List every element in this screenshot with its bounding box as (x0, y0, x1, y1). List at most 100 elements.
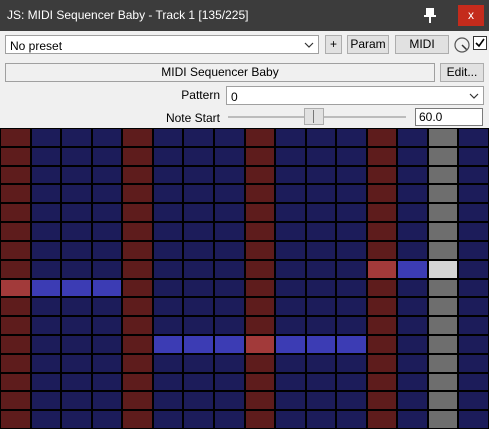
sequencer-step[interactable] (368, 336, 396, 353)
sequencer-step[interactable] (62, 148, 91, 165)
sequencer-step-active[interactable] (246, 336, 274, 353)
sequencer-step[interactable] (184, 317, 213, 334)
sequencer-step[interactable] (307, 148, 335, 165)
sequencer-step[interactable] (337, 204, 366, 221)
sequencer-step[interactable] (1, 129, 30, 146)
sequencer-step[interactable] (429, 374, 457, 390)
sequencer-step[interactable] (1, 261, 30, 278)
sequencer-step[interactable] (93, 148, 121, 165)
param-button[interactable]: Param (347, 35, 389, 54)
sequencer-step[interactable] (429, 336, 457, 353)
sequencer-step[interactable] (276, 129, 305, 146)
sequencer-step[interactable] (184, 411, 213, 428)
sequencer-step[interactable] (307, 355, 335, 372)
sequencer-step[interactable] (246, 167, 274, 183)
sequencer-step[interactable] (93, 223, 121, 240)
sequencer-step[interactable] (32, 129, 60, 146)
sequencer-step[interactable] (1, 223, 30, 240)
sequencer-step[interactable] (307, 298, 335, 315)
sequencer-step[interactable] (398, 411, 427, 428)
sequencer-step[interactable] (215, 148, 244, 165)
sequencer-step[interactable] (154, 242, 182, 259)
note-start-input[interactable]: 60.0 (415, 108, 483, 126)
sequencer-step[interactable] (276, 374, 305, 390)
sequencer-step[interactable] (246, 204, 274, 221)
sequencer-step[interactable] (368, 411, 396, 428)
sequencer-step[interactable] (337, 185, 366, 202)
sequencer-step[interactable] (1, 336, 30, 353)
sequencer-step[interactable] (429, 185, 457, 202)
sequencer-step[interactable] (93, 261, 121, 278)
sequencer-step[interactable] (32, 374, 60, 390)
sequencer-step[interactable] (307, 280, 335, 296)
sequencer-grid[interactable] (0, 128, 489, 429)
sequencer-step[interactable] (398, 185, 427, 202)
sequencer-step[interactable] (276, 298, 305, 315)
edit-button[interactable]: Edit... (440, 63, 484, 82)
sequencer-step[interactable] (62, 261, 91, 278)
sequencer-step[interactable] (1, 298, 30, 315)
sequencer-step[interactable] (154, 129, 182, 146)
sequencer-step[interactable] (154, 374, 182, 390)
sequencer-step[interactable] (459, 280, 488, 296)
sequencer-step[interactable] (154, 204, 182, 221)
sequencer-step[interactable] (154, 298, 182, 315)
sequencer-step[interactable] (32, 242, 60, 259)
sequencer-step[interactable] (184, 129, 213, 146)
sequencer-step[interactable] (307, 317, 335, 334)
sequencer-step[interactable] (459, 317, 488, 334)
sequencer-step[interactable] (154, 317, 182, 334)
sequencer-step[interactable] (1, 355, 30, 372)
sequencer-step[interactable] (123, 185, 152, 202)
sequencer-step[interactable] (276, 148, 305, 165)
sequencer-step[interactable] (337, 374, 366, 390)
sequencer-step[interactable] (246, 148, 274, 165)
sequencer-step-active[interactable] (215, 336, 244, 353)
sequencer-step[interactable] (123, 392, 152, 409)
sequencer-step[interactable] (184, 148, 213, 165)
sequencer-step[interactable] (307, 411, 335, 428)
pin-icon[interactable] (420, 5, 440, 25)
sequencer-step-active[interactable] (307, 336, 335, 353)
sequencer-step[interactable] (62, 298, 91, 315)
sequencer-step[interactable] (276, 185, 305, 202)
sequencer-step[interactable] (93, 355, 121, 372)
sequencer-step[interactable] (184, 298, 213, 315)
sequencer-step[interactable] (459, 185, 488, 202)
sequencer-step[interactable] (398, 223, 427, 240)
sequencer-step[interactable] (398, 374, 427, 390)
sequencer-step[interactable] (368, 223, 396, 240)
sequencer-step[interactable] (368, 242, 396, 259)
sequencer-step[interactable] (337, 280, 366, 296)
sequencer-step[interactable] (32, 148, 60, 165)
sequencer-step[interactable] (337, 261, 366, 278)
sequencer-step[interactable] (93, 392, 121, 409)
sequencer-step-active[interactable] (337, 336, 366, 353)
sequencer-step-active[interactable] (184, 336, 213, 353)
sequencer-step[interactable] (123, 298, 152, 315)
wet-knob-icon[interactable] (453, 36, 471, 54)
sequencer-step[interactable] (123, 167, 152, 183)
sequencer-step[interactable] (368, 317, 396, 334)
sequencer-step[interactable] (246, 261, 274, 278)
sequencer-step[interactable] (429, 242, 457, 259)
sequencer-step[interactable] (337, 167, 366, 183)
sequencer-step[interactable] (307, 223, 335, 240)
sequencer-step[interactable] (398, 148, 427, 165)
sequencer-step[interactable] (459, 355, 488, 372)
sequencer-step[interactable] (32, 167, 60, 183)
sequencer-step[interactable] (62, 204, 91, 221)
sequencer-step[interactable] (93, 374, 121, 390)
sequencer-step[interactable] (123, 242, 152, 259)
sequencer-step[interactable] (184, 167, 213, 183)
sequencer-step[interactable] (154, 167, 182, 183)
sequencer-step-active[interactable] (276, 336, 305, 353)
sequencer-step[interactable] (215, 374, 244, 390)
sequencer-step[interactable] (154, 148, 182, 165)
sequencer-step[interactable] (32, 261, 60, 278)
sequencer-step[interactable] (368, 185, 396, 202)
sequencer-step[interactable] (215, 242, 244, 259)
sequencer-step[interactable] (276, 392, 305, 409)
sequencer-step[interactable] (1, 242, 30, 259)
sequencer-step[interactable] (398, 167, 427, 183)
